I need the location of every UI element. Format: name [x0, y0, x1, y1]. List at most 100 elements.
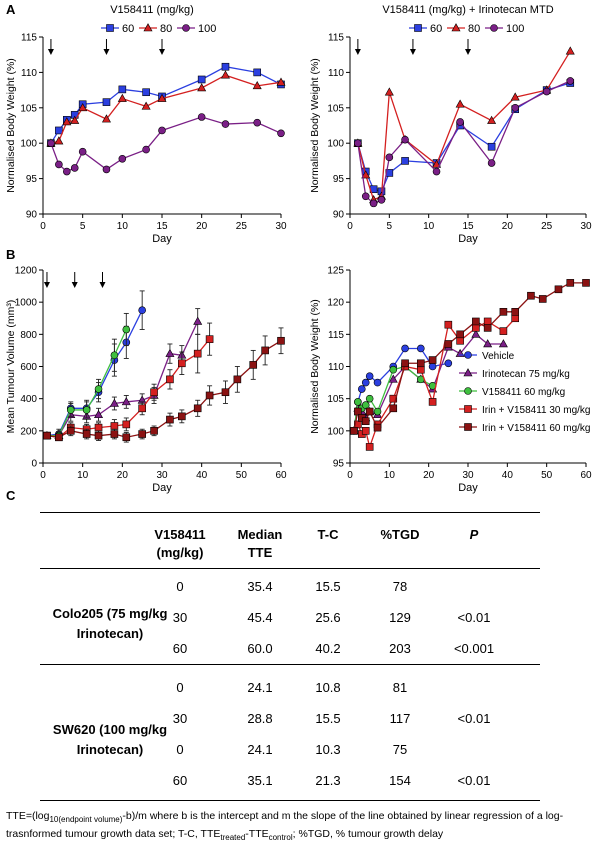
data-point — [54, 136, 64, 145]
data-point — [94, 409, 104, 419]
y-tick-label: 400 — [20, 394, 37, 405]
data-point — [142, 88, 150, 97]
arrow-head — [99, 282, 106, 288]
legend-label: 80 — [468, 23, 480, 35]
data-point — [361, 192, 370, 201]
data-point — [444, 320, 453, 329]
y-tick-label: 95 — [333, 174, 345, 185]
table-cell-g1-r3-c0: 60 — [172, 773, 188, 788]
data-point — [487, 115, 497, 124]
legend-marker — [106, 24, 114, 32]
chart-title: V158411 (mg/kg) — [110, 4, 194, 16]
data-point — [377, 196, 386, 204]
data-point — [416, 344, 425, 353]
table-cell-g1-r2-c0: 0 — [176, 742, 184, 757]
table-cell-g0-r2-c4: <0.001 — [453, 641, 495, 656]
data-point — [205, 391, 214, 400]
series-100 — [354, 77, 575, 208]
dosing-arrow — [465, 39, 471, 55]
data-point — [510, 92, 520, 101]
footnote-dash: -TTE — [245, 828, 269, 841]
arrow-head — [465, 49, 471, 55]
y-tick-label: 115 — [328, 33, 344, 44]
data-point — [416, 365, 425, 374]
legend-label: 80 — [160, 23, 172, 35]
legend-entry: Irinotecan 75 mg/kg — [459, 368, 570, 380]
data-point — [389, 365, 398, 374]
footnote-sub-endpoint: 10(endpoint volume) — [49, 815, 123, 825]
legend-label: 60 — [430, 23, 442, 35]
data-point — [361, 378, 370, 387]
data-point — [354, 139, 362, 147]
data-point — [428, 356, 437, 364]
dosing-arrow — [47, 39, 54, 55]
dosing-arrow — [71, 272, 78, 288]
y-tick-label: 110 — [21, 68, 37, 79]
data-point — [178, 359, 186, 368]
data-point — [43, 431, 51, 440]
series-line — [50, 116, 282, 173]
legend-marker — [143, 23, 153, 32]
table-cell-g1-r2-c2: 10.3 — [315, 742, 341, 757]
legend-label: Irin + V158411 60 mg/kg — [482, 423, 591, 434]
x-tick-label: 15 — [156, 221, 168, 232]
legend-entry: Irin + V158411 60 mg/kg — [459, 423, 591, 434]
x-tick-label: 10 — [384, 470, 396, 481]
x-tick-label: 25 — [541, 221, 553, 232]
panel-label-c: C — [6, 488, 16, 503]
x-axis-label: Day — [152, 233, 172, 245]
chart-a2: 90 95 100 105 110 115 0 5 10 15 20 25 30 Day Normalise… — [309, 4, 592, 245]
y-tick-label: 800 — [20, 330, 37, 341]
x-axis-label: Day — [458, 233, 478, 245]
data-point — [354, 420, 362, 429]
data-point — [361, 401, 370, 409]
x-tick-label: 50 — [236, 470, 248, 481]
arrow-head — [103, 49, 110, 55]
data-point — [165, 348, 175, 357]
data-point — [197, 83, 207, 92]
x-tick-label: 0 — [40, 470, 46, 481]
data-point — [252, 81, 262, 90]
data-point — [233, 375, 242, 384]
data-point — [385, 153, 394, 162]
y-tick-label: 105 — [20, 103, 37, 114]
data-point — [118, 85, 127, 94]
data-point — [582, 279, 590, 287]
data-point — [94, 431, 103, 440]
legend-entry-80: 80 — [447, 23, 480, 35]
data-point — [373, 407, 382, 416]
legend-marker — [464, 405, 472, 413]
table-cell-g0-r2-c3: 203 — [389, 641, 411, 656]
data-point — [499, 308, 508, 316]
data-point — [70, 164, 79, 172]
data-point — [511, 308, 520, 316]
data-point — [511, 104, 520, 112]
y-tick-label: 125 — [327, 266, 344, 277]
series-100 — [47, 113, 285, 176]
footnote-tte: TTE=(log — [6, 810, 50, 822]
group-label-line: Colo205 (75 mg/kg — [52, 605, 168, 621]
x-tick-label: 30 — [580, 221, 592, 232]
chart-b1: 0 200 400 600 800 1000 1200 0 10 20 30 40 50 60 Day Mea… — [5, 266, 287, 495]
x-tick-label: 10 — [77, 470, 89, 481]
data-point — [565, 46, 575, 55]
arrow-head — [409, 49, 416, 55]
data-point — [472, 317, 480, 326]
series-irin-v158411-60-mg-kg — [350, 279, 590, 435]
footnote-sub-control: control — [268, 833, 293, 843]
data-point — [483, 339, 493, 348]
legend-marker — [464, 351, 472, 359]
data-point — [428, 398, 437, 406]
data-point — [554, 285, 563, 294]
data-point — [365, 407, 374, 416]
series-60 — [354, 79, 575, 196]
dosing-arrow — [43, 272, 50, 288]
footnote-sub-treated: treated — [220, 833, 246, 843]
table-cell-g1-r2-c3: 75 — [392, 742, 408, 757]
y-tick-label: 115 — [328, 330, 344, 341]
table-cell-g1-r1-c4: <0.01 — [457, 711, 491, 726]
data-point — [361, 417, 370, 425]
table-bottom-rule — [40, 800, 540, 801]
footnote-body: -b)/m where b is the intercept and m the… — [6, 810, 564, 841]
